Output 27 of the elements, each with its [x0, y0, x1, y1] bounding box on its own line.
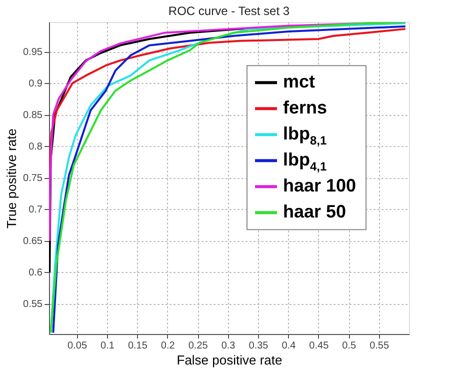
x-tick-label: 0.3: [221, 340, 236, 352]
legend-label: ferns: [283, 98, 328, 118]
x-tick-label: 0.5: [342, 340, 356, 352]
y-tick-label: 0.95: [23, 47, 43, 58]
x-tick-label: 0.4: [282, 340, 296, 352]
x-tick-label: 0.45: [309, 340, 330, 352]
legend-label: haar 100: [283, 176, 356, 196]
y-tick-label: 0.65: [23, 236, 43, 248]
x-tick-label: 0.2: [160, 340, 176, 352]
y-tick-label: 0.55: [23, 299, 43, 310]
x-tick-label: 0.35: [248, 340, 269, 352]
x-axis-title: False positive rate: [176, 352, 282, 368]
y-tick-label: 0.75: [23, 173, 43, 184]
x-tick-label: 0.1: [100, 340, 115, 352]
y-axis-title: True positive rate: [4, 128, 20, 228]
y-tick-label: 0.9: [28, 78, 43, 90]
x-tick-label: 0.15: [128, 340, 148, 352]
chart-title: ROC curve - Test set 3: [168, 4, 290, 18]
x-tick-label: 0.25: [188, 340, 208, 352]
y-tick-label: 0.7: [28, 204, 43, 216]
legend-label: haar 50: [283, 202, 346, 222]
y-tick-label: 0.85: [23, 110, 43, 122]
x-tick-label: 0.05: [68, 340, 88, 352]
legend-label: mct: [283, 72, 316, 92]
y-tick-label: 0.6: [28, 268, 43, 279]
x-tick-label: 0.55: [370, 340, 390, 352]
y-tick-label: 0.8: [28, 142, 43, 153]
